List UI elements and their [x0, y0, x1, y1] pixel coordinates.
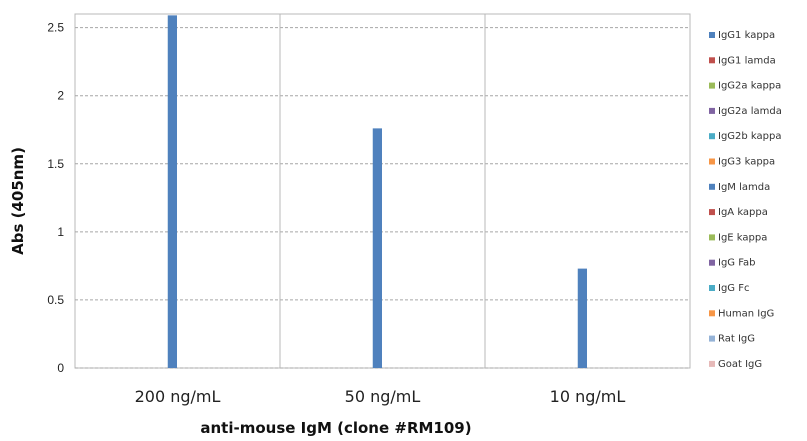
legend-label: IgG1 kappa	[718, 30, 775, 41]
legend-swatch	[709, 183, 715, 190]
legend-swatch	[709, 234, 715, 241]
legend-swatch	[709, 310, 715, 317]
bar	[167, 15, 177, 368]
y-axis-title: Abs (405nm)	[9, 147, 27, 255]
legend-label: IgG2b kappa	[718, 131, 782, 142]
legend-label: IgG1 lamda	[718, 55, 776, 66]
legend: IgG1 kappa IgG1 lamda IgG2a kappa IgG2a lam…	[709, 30, 782, 370]
bars	[167, 15, 587, 368]
y-axis-ticks: 0 0.5 1 1.5 2 2.5	[47, 21, 64, 375]
legend-label: IgG2a kappa	[718, 81, 781, 92]
gridlines	[74, 13, 691, 369]
legend-swatch	[709, 32, 715, 38]
legend-label: IgM lamda	[718, 182, 770, 193]
legend-label: IgG Fc	[718, 283, 749, 294]
legend-swatch	[709, 107, 715, 114]
y-tick-label: 2.5	[47, 21, 64, 35]
legend-swatch	[709, 158, 715, 165]
plot-area	[74, 13, 691, 369]
legend-swatch	[709, 82, 715, 89]
legend-label: IgA kappa	[718, 207, 768, 218]
y-tick-label: 2	[57, 89, 64, 103]
bar	[372, 128, 382, 368]
legend-swatch	[709, 209, 715, 216]
legend-swatch	[709, 285, 715, 291]
x-tick-label: 10 ng/mL	[550, 387, 626, 406]
legend-label: Goat IgG	[718, 359, 762, 370]
y-tick-label: 1.5	[47, 157, 64, 171]
x-axis: 200 ng/mL 50 ng/mL 10 ng/mL	[135, 387, 626, 406]
legend-swatch	[709, 360, 715, 367]
legend-swatch	[709, 259, 715, 266]
y-tick-label: 1	[57, 225, 64, 239]
y-tick-label: 0	[57, 361, 64, 375]
legend-label: IgG3 kappa	[718, 157, 775, 168]
y-tick-label: 0.5	[47, 293, 64, 307]
legend-label: IgG Fab	[718, 258, 756, 269]
legend-swatch	[709, 133, 715, 140]
x-tick-label: 200 ng/mL	[135, 387, 221, 406]
legend-swatch	[709, 335, 715, 342]
legend-label: IgG2a lamda	[718, 106, 782, 117]
legend-label: Human IgG	[718, 308, 774, 319]
bar	[577, 268, 587, 368]
x-tick-label: 50 ng/mL	[345, 387, 421, 406]
legend-label: IgE kappa	[718, 232, 767, 243]
legend-label: Rat IgG	[718, 334, 755, 345]
x-axis-title: anti-mouse IgM (clone #RM109)	[200, 419, 471, 437]
legend-swatch	[709, 57, 715, 64]
